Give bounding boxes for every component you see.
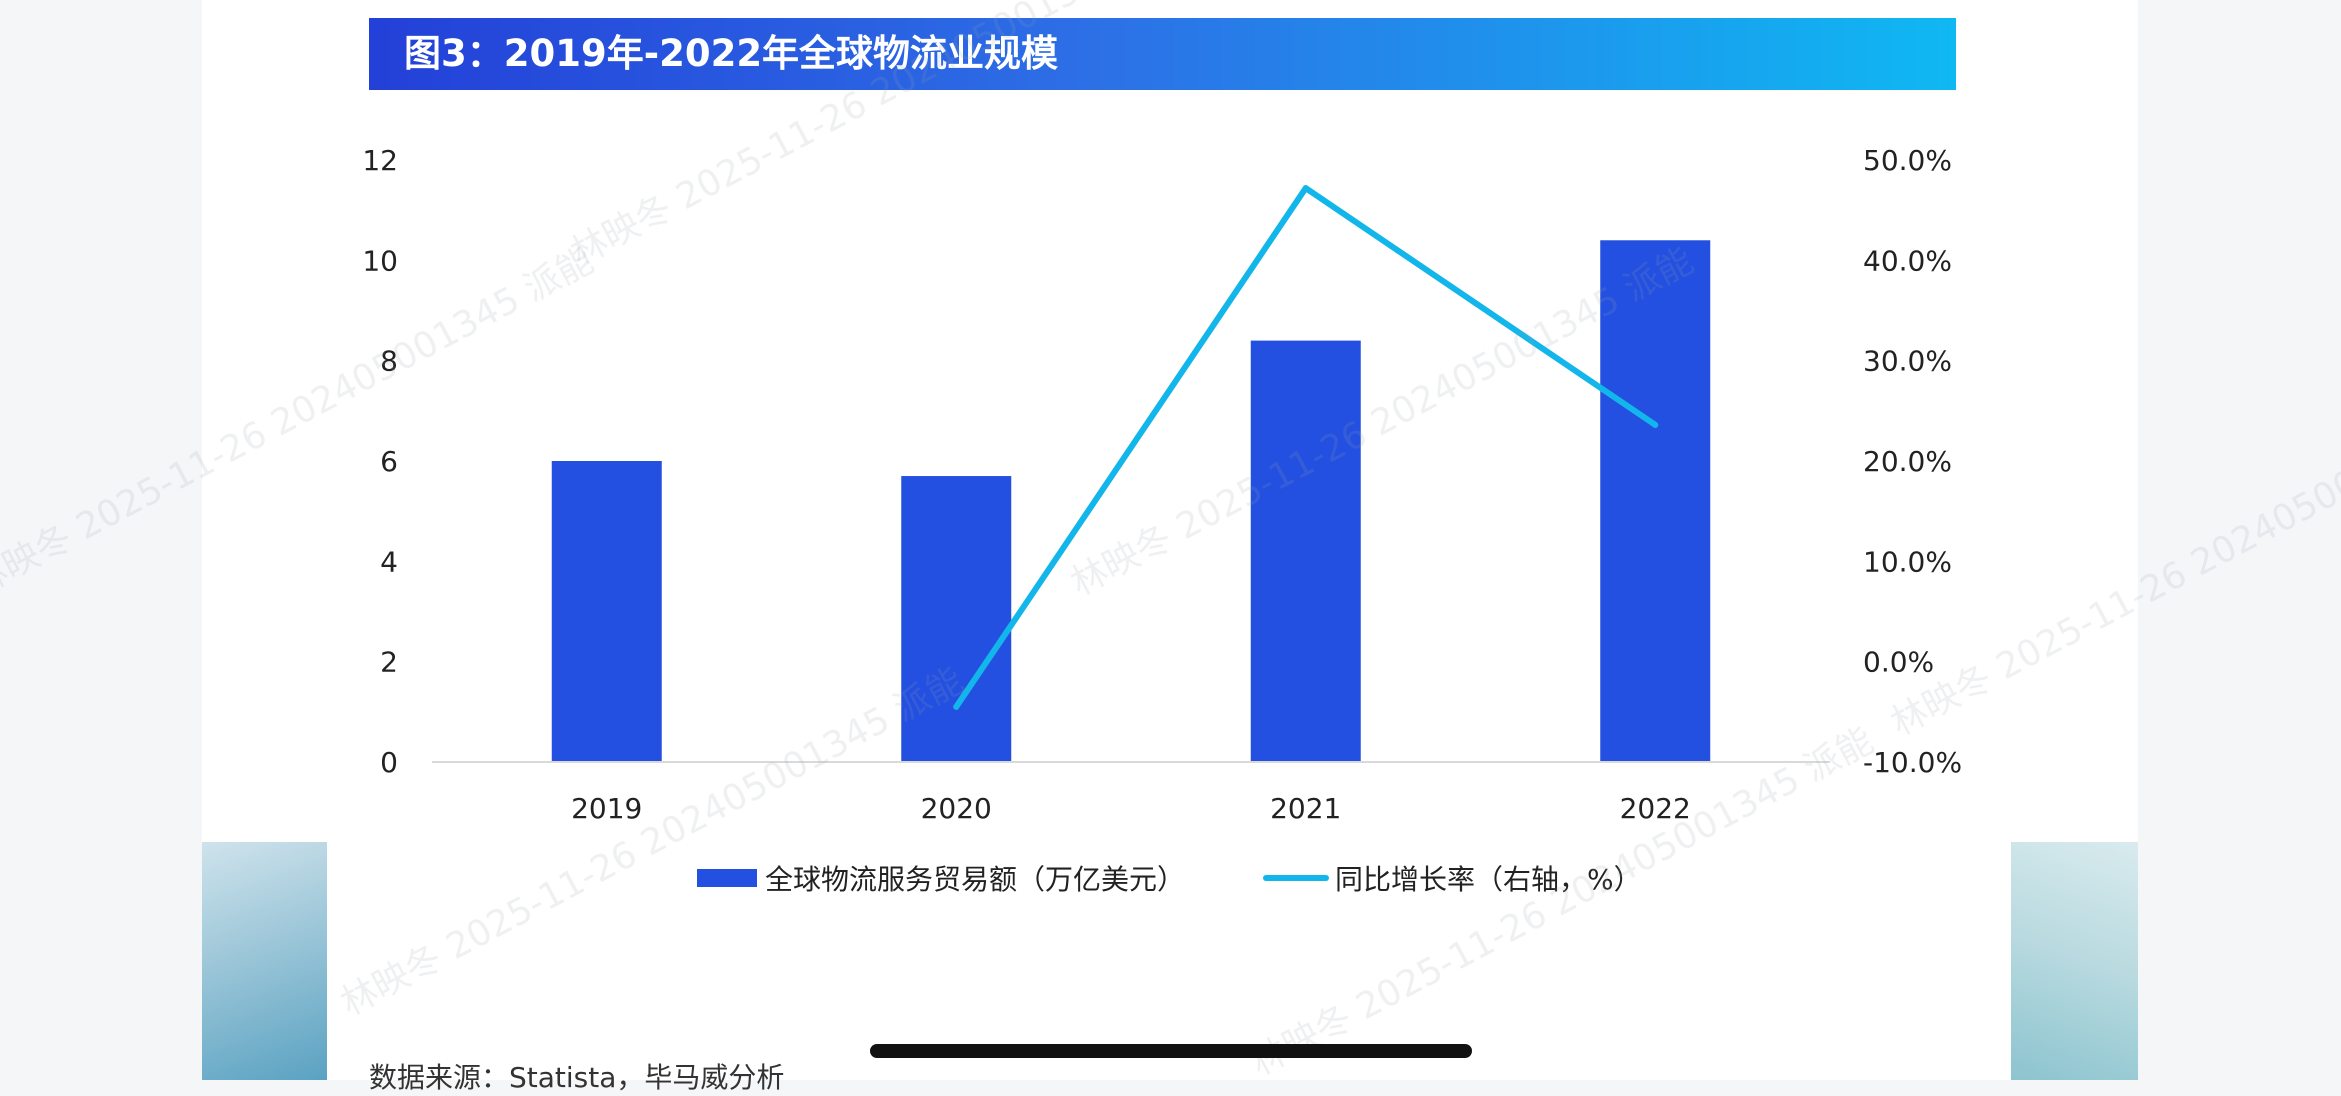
legend-bar-swatch	[697, 869, 757, 887]
left-axis-tick-label: 10	[362, 244, 398, 277]
data-source-note: 数据来源：Statista，毕马威分析	[369, 1061, 785, 1094]
x-axis-tick-label: 2022	[1620, 792, 1691, 825]
bar-series	[551, 240, 1711, 762]
bar-2021	[1250, 340, 1361, 762]
legend-line-swatch	[1263, 875, 1330, 881]
right-axis-tick-label: 50.0%	[1863, 144, 1952, 177]
growth-point-2020	[953, 703, 960, 710]
legend-label-bar: 全球物流服务贸易额（万亿美元）	[765, 863, 1186, 896]
right-axis-tick-label: 10.0%	[1863, 545, 1952, 578]
growth-point-2021	[1302, 185, 1309, 192]
bar-2022	[1600, 240, 1711, 762]
legend-label-line: 同比增长率（右轴，%）	[1335, 863, 1642, 896]
decorative-image-right	[2011, 842, 2138, 1080]
left-axis-tick-label: 0	[380, 746, 398, 779]
right-axis-tick-label: 0.0%	[1863, 646, 1934, 679]
right-axis-ticks: -10.0% 0.0% 10.0% 20.0% 30.0% 40.0% 50.0%	[1863, 144, 1962, 779]
right-axis-tick-label: -10.0%	[1863, 746, 1962, 779]
figure-title-bar: 图3：2019年-2022年全球物流业规模	[369, 18, 1956, 90]
x-axis-tick-label: 2020	[921, 792, 992, 825]
x-axis-tick-label: 2021	[1270, 792, 1341, 825]
left-axis-tick-label: 4	[380, 545, 398, 578]
bar-2019	[551, 461, 662, 762]
bar-2020	[901, 476, 1012, 762]
right-axis-tick-label: 40.0%	[1863, 244, 1952, 277]
right-axis-tick-label: 20.0%	[1863, 445, 1952, 478]
report-page	[202, 0, 2138, 1080]
legend-item-bar: 全球物流服务贸易额（万亿美元）	[697, 858, 1185, 898]
decorative-image-left	[202, 842, 327, 1080]
line-series	[953, 185, 1659, 710]
legend: 全球物流服务贸易额（万亿美元） 同比增长率（右轴，%）	[697, 858, 1642, 898]
left-axis-tick-label: 8	[380, 345, 398, 378]
left-axis-tick-label: 2	[380, 646, 398, 679]
growth-point-2022	[1652, 421, 1659, 428]
x-axis-ticks: 2019 2020 2021 2022	[571, 792, 1691, 825]
home-indicator[interactable]	[870, 1044, 1472, 1058]
left-axis-ticks: 0 2 4 6 8 10 12	[362, 144, 398, 779]
right-axis-tick-label: 30.0%	[1863, 345, 1952, 378]
legend-item-line: 同比增长率（右轴，%）	[1263, 858, 1642, 898]
x-axis-tick-label: 2019	[571, 792, 642, 825]
figure-title: 图3：2019年-2022年全球物流业规模	[404, 32, 1059, 75]
left-axis-tick-label: 6	[380, 445, 398, 478]
left-axis-tick-label: 12	[362, 144, 398, 177]
